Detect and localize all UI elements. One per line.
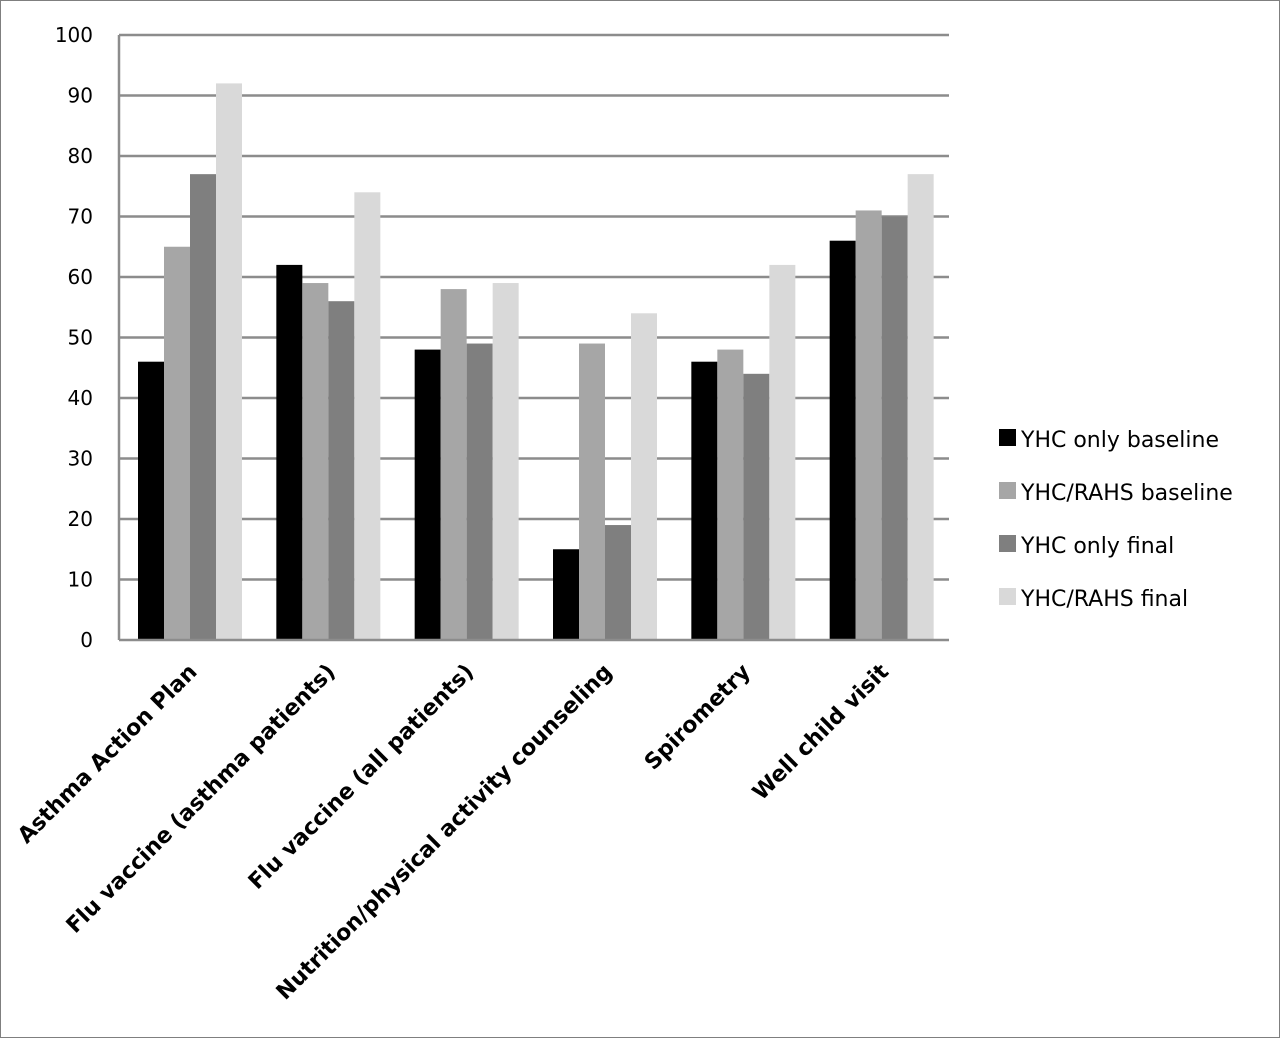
legend-swatch: [999, 429, 1016, 446]
y-tick-label: 10: [68, 568, 93, 592]
y-tick-label: 30: [68, 447, 93, 471]
bar: [328, 301, 355, 640]
y-tick-label: 50: [68, 326, 93, 350]
legend-label: YHC/RAHS final: [1020, 587, 1188, 612]
y-tick-label: 60: [68, 265, 93, 289]
bar: [855, 210, 882, 640]
bar: [138, 361, 164, 640]
y-tick-label: 100: [55, 23, 93, 47]
bar: [829, 240, 856, 640]
bar: [466, 343, 493, 640]
category-label: Flu vaccine (all patients): [244, 660, 479, 895]
bar: [164, 246, 190, 640]
y-tick-labels: 0 10 20 30 40 50 60 70 80 90 100: [55, 23, 93, 652]
y-tick-label: 0: [80, 628, 93, 652]
bar: [881, 216, 908, 640]
legend-label: YHC only final: [1020, 534, 1174, 559]
legend-swatch: [999, 588, 1016, 605]
bar: [276, 264, 303, 640]
legend-label: YHC only baseline: [1020, 428, 1219, 453]
legend: YHC only baseline YHC/RAHS baseline YHC on…: [999, 428, 1233, 612]
bar: [769, 264, 796, 640]
category-label: Spirometry: [640, 660, 756, 776]
bar: [216, 83, 242, 640]
bar: [907, 174, 934, 640]
bars: [138, 83, 934, 641]
y-tick-label: 70: [68, 205, 93, 229]
bar: [631, 313, 657, 640]
category-label: Well child visit: [748, 659, 894, 805]
y-tick-label: 90: [68, 84, 93, 108]
bar: [691, 361, 718, 640]
bar: [354, 192, 381, 641]
legend-label: YHC/RAHS baseline: [1020, 481, 1233, 506]
y-tick-label: 80: [68, 144, 93, 168]
bar: [190, 174, 216, 640]
category-label: Flu vaccine (asthma patients): [62, 660, 341, 939]
bar: [743, 373, 770, 640]
bar: [579, 343, 605, 640]
legend-swatch: [999, 482, 1016, 499]
bar: [414, 349, 441, 640]
y-tick-label: 20: [68, 507, 93, 531]
legend-swatch: [999, 535, 1016, 552]
bar: [302, 283, 329, 640]
bar: [492, 283, 519, 640]
gridlines: [119, 33, 949, 581]
axes: [117, 35, 949, 642]
bar: [717, 349, 744, 640]
bar: [553, 549, 579, 640]
bar: [605, 525, 631, 640]
y-tick-label: 40: [68, 386, 93, 410]
bar: [440, 289, 467, 640]
